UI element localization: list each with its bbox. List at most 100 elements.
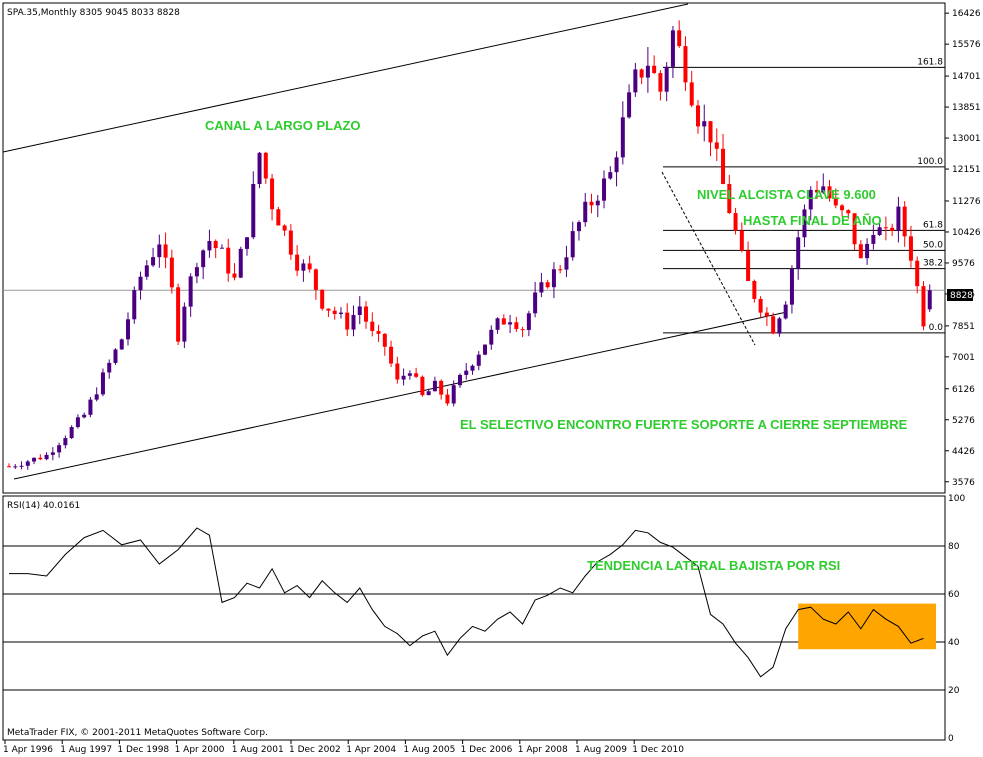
candle-body	[370, 321, 375, 332]
time-tick-label: 1 Dec 2010	[632, 745, 684, 755]
candle-body	[658, 73, 663, 92]
candle-body	[163, 244, 168, 258]
candle-body	[351, 314, 356, 330]
candle-body	[151, 257, 156, 266]
candle-body	[63, 438, 68, 446]
candle-body	[213, 241, 218, 249]
channel-lower-line	[13, 311, 788, 480]
candle-body	[119, 339, 124, 350]
candle-body	[476, 354, 481, 366]
candle-body	[182, 306, 187, 342]
candle-body	[620, 117, 625, 158]
candle-body	[439, 380, 444, 395]
candle-body	[752, 280, 757, 299]
candle-body	[307, 263, 312, 270]
candle-body	[364, 306, 369, 322]
candle-body	[88, 399, 93, 415]
candle-body	[501, 318, 506, 325]
candle-body	[520, 329, 525, 331]
candle-body	[132, 290, 137, 320]
fib-level-label: 161.8	[917, 57, 943, 67]
annotation-hasta: HASTA FINAL DE AÑO	[743, 213, 882, 228]
main-plot-border	[2, 2, 946, 494]
rsi-plot-border	[2, 495, 946, 741]
price-tick-label: 13001	[952, 134, 981, 144]
candle-body	[764, 312, 769, 317]
candle-body	[138, 276, 143, 291]
fib-level-label: 100.0	[917, 157, 943, 167]
current-price-label: 8828	[950, 291, 973, 301]
rsi-highlight-box	[798, 603, 936, 650]
candle-body	[251, 184, 256, 238]
price-tick-label: 16426	[952, 9, 981, 19]
candle-body	[846, 210, 851, 214]
channel-layer	[2, 3, 788, 480]
candle-body	[890, 227, 895, 231]
fib-level-label: 50.0	[923, 240, 943, 250]
candle-body	[865, 243, 870, 259]
candle-body	[464, 370, 469, 375]
candle-body	[645, 65, 650, 78]
annotation-tendencia: TENDENCIA LATERAL BAJISTA POR RSI	[587, 558, 840, 573]
candle-body	[326, 308, 331, 311]
candle-body	[915, 260, 920, 287]
candle-body	[545, 282, 550, 288]
candle-body	[721, 148, 726, 185]
rsi-tick-label: 0	[948, 734, 954, 744]
candle-body	[558, 269, 563, 271]
channel-upper-line	[2, 3, 689, 153]
candle-body	[783, 304, 788, 319]
dashed-trend-line	[661, 171, 756, 346]
time-tick-label: 1 Aug 2009	[575, 745, 627, 755]
time-tick-label: 1 Apr 2000	[175, 745, 225, 755]
candle-body	[257, 152, 262, 185]
rsi-tick-label: 20	[948, 686, 960, 696]
candle-body	[670, 30, 675, 67]
price-tick-label: 13851	[952, 103, 981, 113]
candle-body	[389, 346, 394, 364]
candles-layer	[7, 20, 932, 470]
candle-body	[270, 178, 275, 210]
rsi-chart-title: RSI(14) 40.0161	[7, 501, 80, 511]
candle-body	[533, 292, 538, 314]
candle-body	[219, 247, 224, 249]
candle-body	[38, 457, 43, 460]
candle-body	[144, 265, 149, 277]
candle-body	[320, 289, 325, 309]
rsi-line	[9, 527, 924, 678]
price-tick-label: 12151	[952, 165, 981, 175]
candle-body	[376, 331, 381, 334]
candle-body	[902, 206, 907, 237]
candle-body	[821, 186, 826, 193]
candle-body	[664, 66, 669, 92]
candle-body	[702, 121, 707, 127]
candle-body	[338, 312, 343, 315]
candle-body	[75, 417, 80, 428]
rsi-tick-label: 80	[948, 542, 960, 552]
candle-body	[226, 247, 231, 274]
candle-body	[445, 394, 450, 404]
price-tick-label: 7851	[952, 322, 975, 332]
rsi-tick-label: 40	[948, 638, 960, 648]
candle-body	[263, 152, 268, 179]
candle-body	[677, 30, 682, 47]
fib-level-label: 38.2	[923, 259, 943, 269]
price-tick-label: 11276	[952, 197, 981, 207]
candle-body	[777, 318, 782, 334]
time-tick-label: 1 Apr 2004	[346, 745, 396, 755]
candle-body	[113, 349, 118, 363]
candle-body	[19, 465, 24, 467]
rsi-tick-label: 100	[948, 494, 965, 504]
candle-body	[457, 374, 462, 386]
candle-body	[357, 306, 362, 315]
candle-body	[107, 362, 112, 373]
candle-body	[57, 445, 62, 453]
candle-body	[470, 365, 475, 371]
price-tick-label: 5276	[952, 416, 975, 426]
candle-body	[840, 205, 845, 211]
candle-body	[827, 186, 832, 199]
candle-body	[126, 319, 131, 340]
candle-body	[595, 200, 600, 206]
candle-body	[652, 65, 657, 74]
time-tick-label: 1 Dec 2002	[289, 745, 341, 755]
